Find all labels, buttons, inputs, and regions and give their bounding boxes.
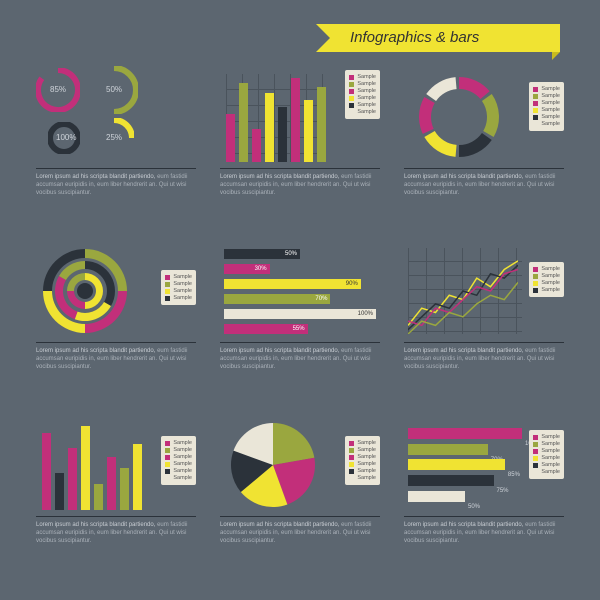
lines-area [408, 248, 522, 334]
caption: Lorem ipsum ad his scripta blandit parti… [36, 521, 196, 545]
caption: Lorem ipsum ad his scripta blandit parti… [404, 173, 564, 197]
legend: SampleSampleSampleSampleSampleSample [529, 82, 564, 131]
divider [36, 168, 196, 169]
hbars2-area: 100%70%85%75%50% [408, 426, 522, 504]
cell-hbars2: 100%70%85%75%50% SampleSampleSampleSampl… [404, 416, 564, 576]
caption: Lorem ipsum ad his scripta blandit parti… [404, 347, 564, 371]
cell-gauges: 85%50%100%25% Lorem ipsum ad his scripta… [36, 68, 196, 228]
concentric-svg [42, 248, 128, 339]
cell-mixed: SampleSampleSampleSampleSampleSample Lor… [36, 416, 196, 576]
title-ribbon: Infographics & bars [330, 24, 560, 52]
donut-figure: SampleSampleSampleSampleSampleSample [404, 68, 564, 166]
cell-pie: SampleSampleSampleSampleSampleSample Lor… [220, 416, 380, 576]
pie-svg [230, 422, 316, 513]
legend: SampleSampleSampleSample [161, 270, 196, 305]
legend: SampleSampleSampleSampleSampleSample [345, 70, 380, 119]
chart-grid: 85%50%100%25% Lorem ipsum ad his scripta… [36, 68, 564, 576]
cell-vbars: SampleSampleSampleSampleSampleSample Lor… [220, 68, 380, 228]
legend: SampleSampleSampleSampleSampleSample [529, 430, 564, 479]
donut-svg [418, 76, 500, 163]
divider [220, 516, 380, 517]
gauges-figure: 85%50%100%25% [36, 68, 196, 166]
legend: SampleSampleSampleSampleSampleSample [161, 436, 196, 485]
caption: Lorem ipsum ad his scripta blandit parti… [404, 521, 564, 545]
mixed-area [42, 422, 142, 510]
divider [36, 516, 196, 517]
cell-donut: SampleSampleSampleSampleSampleSample Lor… [404, 68, 564, 228]
vbars-area [226, 74, 326, 162]
divider [220, 168, 380, 169]
page-title: Infographics & bars [350, 29, 479, 46]
cell-concentric: SampleSampleSampleSample Lorem ipsum ad … [36, 242, 196, 402]
caption: Lorem ipsum ad his scripta blandit parti… [220, 347, 380, 371]
legend: SampleSampleSampleSampleSampleSample [345, 436, 380, 485]
pie-figure: SampleSampleSampleSampleSampleSample [220, 416, 380, 514]
hbars2-figure: 100%70%85%75%50% SampleSampleSampleSampl… [404, 416, 564, 514]
caption: Lorem ipsum ad his scripta blandit parti… [220, 173, 380, 197]
caption: Lorem ipsum ad his scripta blandit parti… [36, 347, 196, 371]
legend: SampleSampleSampleSample [529, 262, 564, 297]
lines-figure: SampleSampleSampleSample [404, 242, 564, 340]
divider [36, 342, 196, 343]
divider [404, 342, 564, 343]
divider [404, 168, 564, 169]
caption: Lorem ipsum ad his scripta blandit parti… [36, 173, 196, 197]
mixed-figure: SampleSampleSampleSampleSampleSample [36, 416, 196, 514]
divider [404, 516, 564, 517]
hbars-figure: 50%30%90%70%100%55% [220, 242, 380, 340]
vbars-figure: SampleSampleSampleSampleSampleSample [220, 68, 380, 166]
caption: Lorem ipsum ad his scripta blandit parti… [220, 521, 380, 545]
cell-hbars: 50%30%90%70%100%55% Lorem ipsum ad his s… [220, 242, 380, 402]
divider [220, 342, 380, 343]
cell-lines: SampleSampleSampleSample Lorem ipsum ad … [404, 242, 564, 402]
concentric-figure: SampleSampleSampleSample [36, 242, 196, 340]
hbars-area: 50%30%90%70%100%55% [224, 246, 376, 336]
